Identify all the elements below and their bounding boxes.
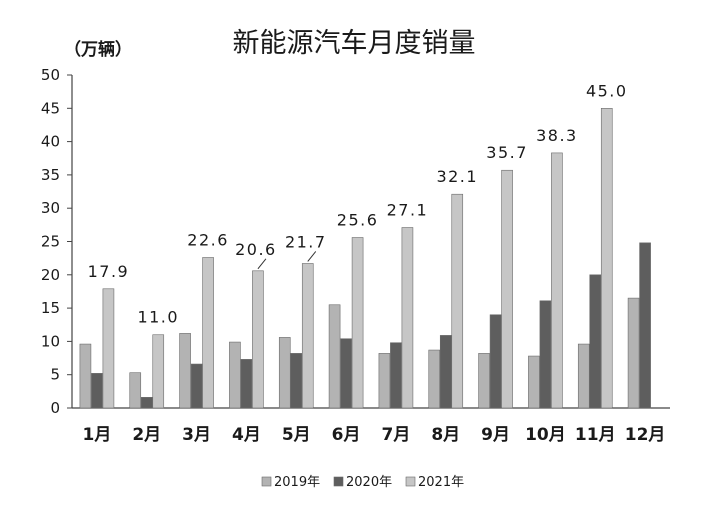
bar-group-2 [129,334,165,409]
bar-2020年-5月 [290,353,303,409]
bar-2019年-5月 [278,337,291,409]
y-axis-ticks: 0 5 10 15 20 25 30 35 40 45 50 [41,66,72,417]
x-tick-label: 7月 [381,425,410,445]
chart-title: 新能源汽车月度销量 [233,28,476,59]
legend-swatch [405,476,416,487]
legend-swatch [333,476,344,487]
bar-2019年-4月 [229,341,241,409]
bar-2021年-10月 [551,152,563,409]
bar-group-11 [577,108,613,409]
y-tick-label: 40 [41,133,60,151]
bar-2021年-1月 [102,288,115,409]
bar-2019年-10月 [528,355,540,409]
bar-2020年-6月 [340,338,352,409]
bar-2021年-3月 [202,257,214,409]
bar-2021年-5月 [301,263,314,409]
x-tick-label: 8月 [431,425,460,445]
bar-2020年-9月 [489,314,502,409]
bar-2020年-7月 [390,342,402,409]
bar-group-10 [528,152,563,409]
data-label-1月: 17.9 [88,262,130,281]
bar-2020年-4月 [240,359,253,409]
x-tick-label: 5月 [282,425,311,445]
data-label-6月: 25.6 [337,211,379,230]
data-label-8月: 32.1 [436,167,478,186]
data-label-leader [257,258,267,270]
bar-2019年-3月 [179,333,191,409]
bar-2019年-7月 [378,353,391,409]
bar-2020年-2月 [140,397,153,409]
legend-label: 2021年 [418,475,464,490]
bar-2020年-10月 [539,300,552,409]
bar-2019年-8月 [428,349,441,409]
bar-2021年-2月 [152,334,165,409]
x-tick-label: 2月 [132,425,161,445]
bar-2019年-1月 [79,343,92,409]
bar-2019年-9月 [478,353,490,409]
bar-2019年-6月 [328,304,341,409]
bar-2020年-1月 [91,373,103,409]
bar-group-4 [229,270,264,409]
x-tick-label: 12月 [625,425,666,445]
bar-group-8 [428,193,464,409]
data-label-2月: 11.0 [137,308,179,327]
bar-2021年-11月 [600,108,613,409]
bar-2021年-6月 [351,237,364,409]
bar-2019年-11月 [577,343,590,409]
y-tick-label: 10 [41,332,60,350]
y-tick-label: 45 [41,99,60,117]
x-tick-label: 1月 [82,425,111,445]
data-label-9月: 35.7 [486,143,528,162]
bar-group-1 [79,288,115,409]
data-label-7月: 27.1 [387,201,429,220]
bar-group-5 [278,263,314,409]
bar-group-7 [378,227,414,409]
bar-2020年-12月 [639,242,651,409]
data-labels: 17.9 11.0 22.6 20.6 21.7 25.6 27.1 32.1 35.7 38.3… [88,81,628,327]
legend-swatch [261,476,272,487]
x-tick-label: 10月 [525,425,566,445]
bar-2021年-9月 [501,169,513,409]
y-tick-label: 30 [41,199,60,217]
bar-groups [79,108,651,409]
y-tick-label: 0 [50,399,60,417]
y-tick-label: 50 [41,66,60,84]
bar-2021年-8月 [451,193,464,409]
data-label-5月: 21.7 [285,232,327,251]
legend-label: 2020年 [346,475,392,490]
bar-2020年-3月 [190,363,203,409]
bar-2019年-2月 [129,372,142,409]
bar-group-6 [328,237,364,409]
data-label-11月: 45.0 [586,81,628,100]
x-tick-label: 6月 [332,425,361,445]
legend-label: 2019年 [274,475,320,490]
bar-2019年-12月 [627,297,640,409]
y-tick-label: 35 [41,166,60,184]
y-tick-label: 15 [41,299,60,317]
bar-group-9 [478,169,513,409]
y-tick-label: 25 [41,233,60,251]
data-label-3月: 22.6 [187,230,229,249]
x-tick-label: 3月 [182,425,211,445]
bar-group-12 [627,242,651,409]
x-axis-labels: 1月 2月 3月 4月 5月 6月 7月 8月 9月 10月 11月 12月 [82,425,665,445]
bar-group-3 [179,257,214,409]
bar-2021年-4月 [252,270,264,409]
y-tick-label: 5 [50,366,60,384]
y-tick-label: 20 [41,266,60,284]
x-tick-label: 11月 [575,425,616,445]
bar-2020年-8月 [439,335,452,409]
bar-2021年-7月 [401,227,414,409]
data-label-4月: 20.6 [235,240,277,259]
x-tick-label: 4月 [232,425,261,445]
legend: 2019年 2020年 2021年 [261,475,464,490]
x-tick-label: 9月 [481,425,510,445]
data-label-leader [307,251,317,262]
y-axis-unit-label: （万辆） [64,39,132,60]
bar-2020年-11月 [589,274,602,409]
data-label-10月: 38.3 [536,126,578,145]
